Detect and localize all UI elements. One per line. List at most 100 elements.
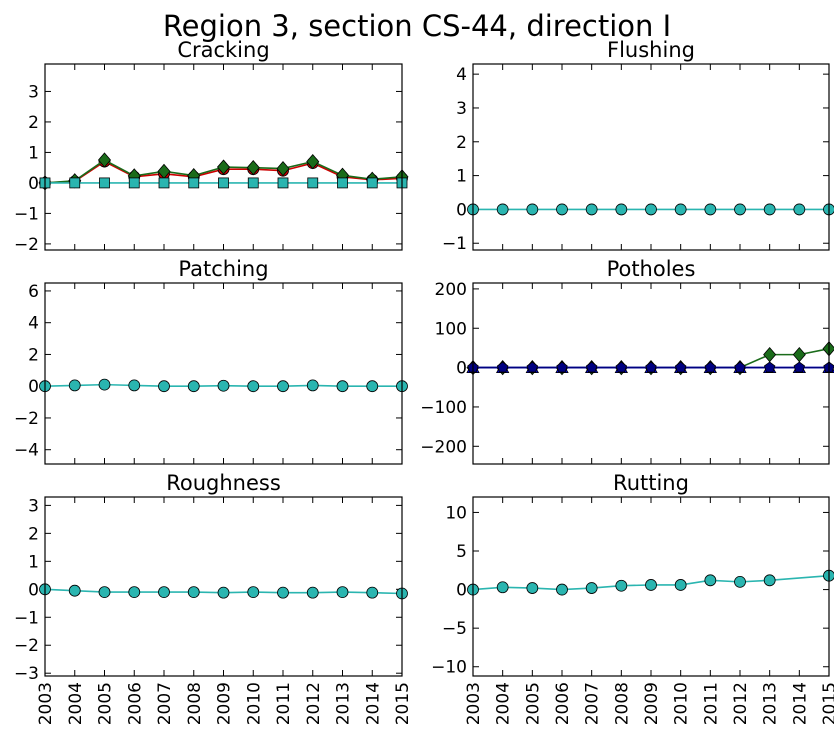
patching-series-0-marker (277, 380, 289, 393)
roughness-series-0-marker (277, 586, 289, 599)
cracking-series-2-marker (99, 177, 110, 189)
flushing-series-0-marker (615, 203, 628, 216)
cracking-series-2-marker (337, 177, 348, 189)
rutting-series-0-marker (526, 582, 539, 594)
potholes-series-0-marker (763, 346, 777, 363)
cracking-series-2-marker (188, 177, 200, 189)
roughness-series-0-marker (68, 584, 81, 597)
cracking-ytick-label: 1 (28, 143, 39, 163)
rutting-ytick-label: 0 (456, 581, 467, 601)
cracking-panel: Cracking −2 −1 0 1 2 3 (14, 38, 409, 255)
roughness-xtick-label: 2010 (244, 682, 264, 725)
patching-series-0-marker (336, 380, 349, 393)
cracking-series-1-marker (276, 160, 290, 177)
rutting-series-0-marker (734, 575, 746, 588)
roughness-xtick-label: 2003 (36, 682, 56, 725)
rutting-ytick-label: 10 (445, 503, 467, 523)
rutting-xtick-label: 2005 (523, 682, 543, 725)
cracking-series-2-marker (277, 177, 289, 189)
flushing-series-0-marker (556, 203, 568, 216)
cracking-series-1-marker (97, 152, 112, 168)
rutting-ytick-label: −10 (431, 658, 467, 678)
patching-series-0-marker (306, 379, 319, 392)
patching-title: Patching (178, 257, 268, 281)
cracking-ytick-label: 0 (28, 174, 39, 194)
patching-series-0-marker (217, 379, 230, 392)
potholes-series-2-marker (526, 361, 539, 373)
cracking-series-2-marker (307, 177, 319, 189)
flushing-panel: Flushing −1 0 1 2 3 4 (442, 38, 834, 254)
rutting-xtick-label: 2004 (494, 682, 514, 725)
potholes-series-2-marker (674, 361, 687, 373)
roughness-series-0-marker (217, 586, 230, 599)
rutting-ytick-label: 5 (456, 542, 467, 562)
cracking-frame (44, 63, 403, 251)
roughness-series-0-marker (306, 586, 319, 599)
cracking-series-2-marker (247, 177, 259, 189)
potholes-frame (472, 282, 830, 465)
patching-ytick-label: 0 (28, 377, 39, 397)
flushing-frame (472, 63, 830, 251)
figure-title: Region 3, section CS-44, direction I (163, 9, 671, 43)
cracking-series-2-marker (128, 177, 140, 189)
rutting-xtick-label: 2013 (761, 682, 781, 725)
rutting-title: Rutting (613, 471, 689, 495)
roughness-series-0-marker (98, 586, 111, 598)
roughness-xtick-label: 2008 (185, 682, 205, 725)
patching-ytick-label: 6 (28, 282, 39, 302)
cracking-series-1-marker (246, 160, 260, 176)
cracking-series-2-marker (218, 177, 229, 189)
potholes-series-2-marker (556, 361, 568, 373)
rutting-series-0-marker (674, 579, 687, 591)
patching-ytick-label: 4 (28, 314, 39, 334)
cracking-series-1-marker (216, 159, 231, 175)
cracking-ytick-label: 2 (28, 113, 39, 133)
roughness-series-0-marker (187, 586, 200, 598)
rutting-xtick-label: 2012 (731, 682, 751, 725)
cracking-title: Cracking (177, 38, 269, 62)
patching-panel: Patching −4 −2 0 2 4 6 (14, 257, 408, 465)
flushing-series-0-marker (526, 203, 539, 216)
patching-series-0-marker (158, 380, 170, 393)
potholes-series-2-marker (793, 361, 806, 373)
roughness-title: Roughness (166, 471, 281, 495)
potholes-series-0-marker (792, 346, 806, 363)
patching-ytick-label: −2 (14, 409, 39, 429)
rutting-panel: Rutting −10 −5 0 5 10 2003 2004 2005 2006 2007 2008… (431, 471, 834, 725)
flushing-series-0-marker (496, 203, 509, 216)
cracking-series-2-marker (158, 177, 170, 189)
roughness-ytick-label: 3 (28, 496, 39, 516)
cracking-ytick-label: 3 (28, 82, 39, 102)
flushing-series-0-marker (793, 203, 806, 216)
potholes-series-2-marker (615, 361, 628, 373)
rutting-xtick-label: 2015 (820, 682, 834, 725)
patching-series-0-marker (68, 379, 81, 392)
rutting-series-0-marker (763, 574, 776, 587)
rutting-series-0-marker (645, 579, 657, 591)
flushing-title: Flushing (607, 38, 695, 62)
rutting-xtick-label: 2003 (464, 682, 484, 725)
potholes-ytick-label: −100 (420, 398, 467, 418)
potholes-ytick-label: 0 (456, 359, 467, 379)
flushing-ytick-label: 1 (456, 167, 467, 187)
roughness-xtick-label: 2014 (363, 682, 383, 725)
roughness-xtick-label: 2004 (66, 682, 86, 725)
patching-series-0-marker (98, 378, 111, 391)
roughness-ytick-label: 2 (28, 524, 39, 544)
potholes-ytick-label: 100 (435, 319, 467, 339)
potholes-series-2-marker (734, 361, 746, 373)
cracking-ytick-label: −1 (14, 204, 39, 224)
roughness-xtick-label: 2009 (215, 682, 235, 725)
potholes-series-2-marker (763, 361, 776, 373)
rutting-xtick-label: 2014 (790, 682, 810, 725)
rutting-series-0-marker (585, 582, 598, 594)
flushing-ytick-label: 3 (456, 99, 467, 119)
rutting-xtick-label: 2006 (553, 682, 573, 725)
patching-frame (44, 282, 403, 465)
rutting-xtick-label: 2007 (583, 682, 603, 725)
rutting-xtick-label: 2009 (642, 682, 662, 725)
roughness-series-0-marker (128, 586, 141, 598)
roughness-xtick-label: 2007 (155, 682, 175, 725)
cracking-ytick-label: −2 (14, 235, 39, 255)
